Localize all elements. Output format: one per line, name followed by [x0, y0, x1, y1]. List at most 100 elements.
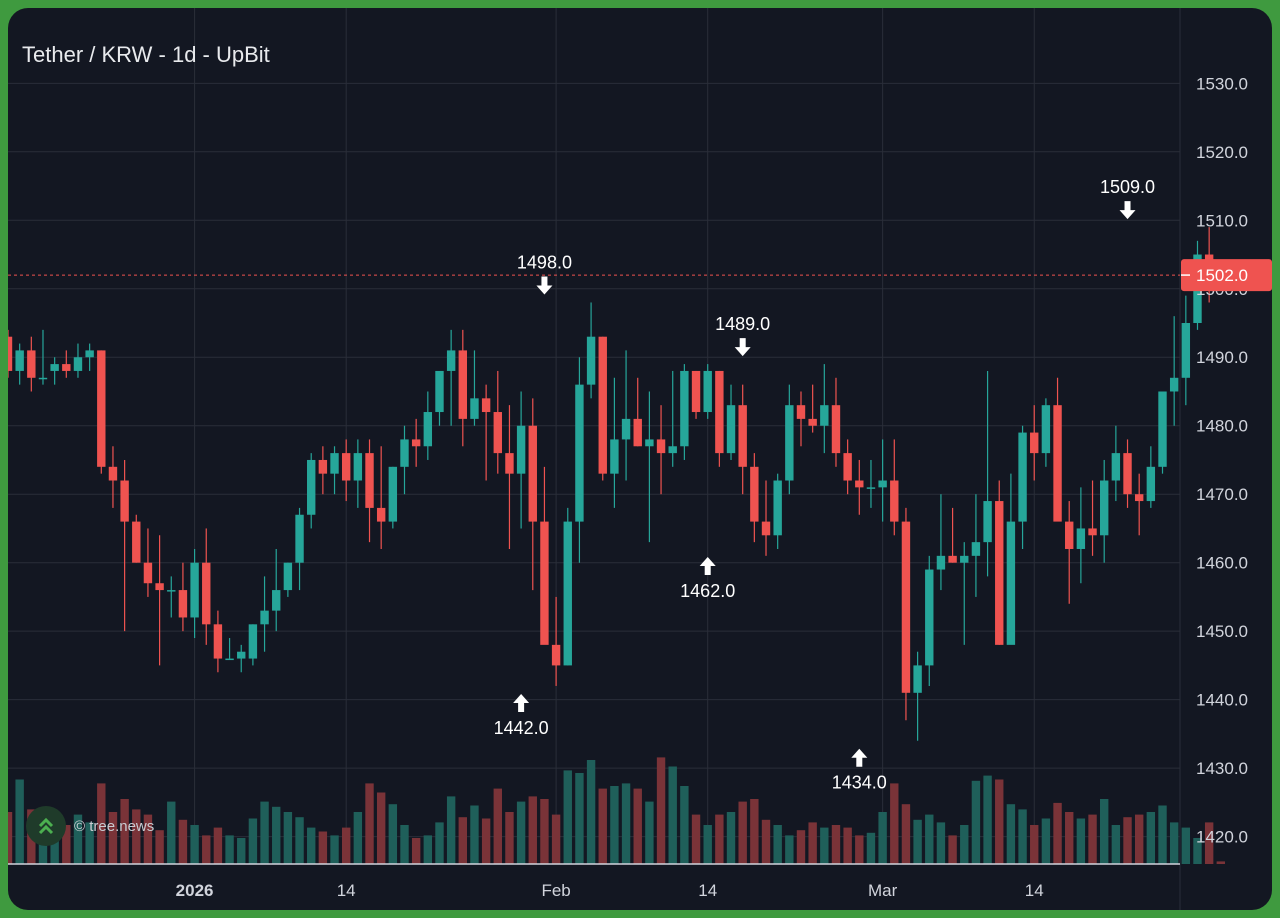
y-tick-label: 1490.0 [1196, 348, 1248, 367]
candle-body [983, 501, 992, 543]
candle-body [598, 336, 607, 474]
volume-bar [855, 835, 864, 864]
y-tick-label: 1470.0 [1196, 485, 1248, 504]
volume-bar [248, 818, 258, 864]
volume-bar [213, 827, 223, 864]
candle-body [738, 405, 747, 467]
candle-body [73, 357, 83, 371]
volume-bar [73, 814, 83, 864]
candle-body [248, 624, 258, 659]
volume-bar [318, 831, 328, 864]
volume-bar [178, 819, 188, 864]
candle-body [1181, 323, 1191, 378]
volume-bar [85, 822, 94, 864]
candle-body [97, 350, 106, 467]
volume-bar [831, 825, 841, 864]
candle-body [295, 514, 304, 563]
candle-body [878, 480, 887, 488]
volume-bar [330, 835, 339, 864]
x-tick-label: 14 [1025, 881, 1044, 900]
volume-bar [668, 766, 677, 864]
candle-body [1053, 405, 1062, 522]
candle-body [1065, 521, 1074, 549]
volume-bar [307, 827, 316, 864]
tree-news-logo-icon [26, 806, 66, 846]
arrow-down-icon [536, 276, 553, 295]
volume-bar [995, 779, 1004, 864]
candle-body [1146, 466, 1156, 502]
volume-bar [353, 812, 363, 864]
volume-bar [1111, 825, 1121, 864]
annotation-label: 1442.0 [494, 718, 549, 738]
price-annotations: 1498.0 1442.0 1489.0 1462.0 1434.0 1509.0 [494, 177, 1155, 793]
candle-body [190, 562, 199, 618]
volume-bar [1134, 814, 1144, 864]
volume-bar [167, 801, 176, 864]
volume-bar [878, 812, 887, 864]
volume-bar [1018, 809, 1027, 864]
volume-bar [190, 825, 199, 864]
volume-bar [1181, 827, 1191, 864]
x-tick-label: Mar [868, 881, 898, 900]
volume-bar [505, 812, 514, 864]
x-tick-label: 14 [337, 881, 356, 900]
candle-body [656, 439, 666, 454]
volume-bar [97, 783, 106, 864]
volume-bar [761, 819, 771, 864]
grid-lines [8, 8, 1180, 864]
time-axis[interactable]: 2026 14 Feb 14 Mar 14 [8, 863, 1180, 900]
candle-body [726, 405, 736, 454]
arrow-down-icon [734, 338, 751, 357]
volume-bar [470, 805, 479, 864]
volume-bar [458, 817, 468, 864]
candle-body [668, 446, 677, 454]
candle-body [15, 350, 24, 371]
candle-body [1030, 432, 1039, 454]
candle-body [715, 370, 724, 454]
candle-body [50, 364, 59, 371]
volume-bar [563, 770, 572, 864]
candle-body [411, 439, 421, 447]
volume-bar [365, 783, 374, 864]
candle-body [1076, 528, 1086, 549]
volume-bar [202, 835, 211, 864]
volume-bar [866, 832, 876, 864]
volume-bar [341, 827, 351, 864]
candle-body [237, 651, 246, 659]
candle-body [330, 453, 339, 474]
volume-bar [1193, 838, 1202, 864]
volume-bar [586, 760, 596, 864]
candle-body [505, 453, 514, 474]
volume-bar [481, 818, 491, 864]
candle-body [750, 466, 759, 522]
candle-body [925, 569, 934, 666]
candle-body [761, 521, 771, 536]
candle-body [936, 555, 946, 570]
candle-body [1134, 494, 1144, 502]
volume-bar [925, 814, 934, 864]
price-axis[interactable]: 1420.0 1430.0 1440.0 1450.0 1460.0 1470.0 1480… [1179, 8, 1248, 910]
annotation-label: 1509.0 [1100, 177, 1155, 197]
candle-body [307, 459, 316, 515]
candle-body [376, 507, 386, 522]
volume-bar [540, 799, 549, 864]
candle-body [458, 350, 468, 419]
volume-bar [656, 757, 666, 864]
volume-bar [738, 801, 747, 864]
last-price-badge [1181, 259, 1272, 292]
volume-bar [283, 812, 293, 864]
volume-bar [621, 783, 631, 864]
candle-body [610, 439, 619, 474]
candle-body [890, 480, 899, 522]
candle-body [8, 336, 13, 371]
y-tick-label: 1450.0 [1196, 622, 1248, 641]
volume-bar [295, 817, 304, 864]
x-tick-label: Feb [541, 881, 570, 900]
candle-body [120, 480, 129, 522]
volume-bar [726, 812, 736, 864]
volume-bar [1041, 818, 1051, 864]
volume-bar [680, 786, 689, 864]
candle-body [843, 453, 852, 481]
volume-bar [260, 801, 269, 864]
